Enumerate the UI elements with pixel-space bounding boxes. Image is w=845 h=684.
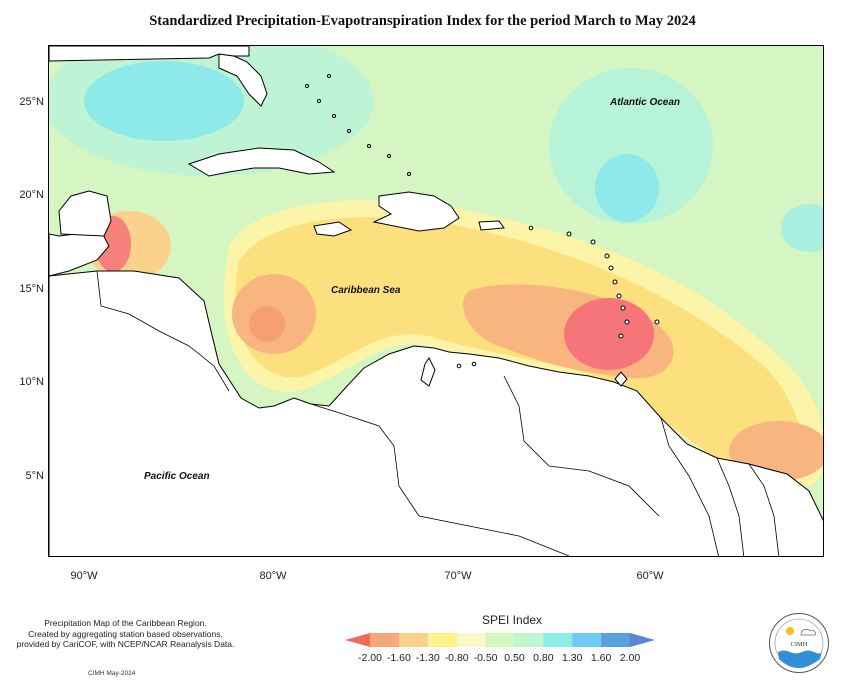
legend-tick-label: 0.80 bbox=[533, 652, 554, 664]
legend-tick-label: 2.00 bbox=[619, 652, 641, 664]
wet-zone-east bbox=[781, 204, 823, 252]
legend-tick-label: -0.50 bbox=[473, 652, 498, 664]
label-pacific-ocean: Pacific Ocean bbox=[144, 471, 210, 482]
dry-core-west-caribbean bbox=[249, 306, 285, 342]
sun-icon bbox=[786, 627, 794, 635]
lon-label-80w: 80°W bbox=[259, 570, 287, 582]
dry-core-lesser-antilles bbox=[564, 298, 654, 370]
lat-label-25n: 25°N bbox=[19, 96, 44, 108]
lon-label-90w: 90°W bbox=[70, 570, 98, 582]
land-cuba bbox=[187, 147, 336, 177]
wet-core-gulf bbox=[84, 61, 244, 141]
legend-swatch bbox=[514, 633, 544, 647]
land-yucatan bbox=[58, 190, 112, 237]
land-jamaica bbox=[313, 221, 353, 237]
credit-line-3: provided by CariCOF, with NCEP/NCAR Rean… bbox=[16, 639, 235, 649]
legend-swatch bbox=[485, 633, 515, 647]
legend-swatch bbox=[456, 633, 487, 647]
label-atlantic-ocean: Atlantic Ocean bbox=[610, 97, 681, 108]
lat-label-10n: 10°N bbox=[19, 376, 44, 388]
legend-swatch bbox=[572, 633, 602, 647]
small-islands bbox=[305, 74, 660, 369]
lat-label-5n: 5°N bbox=[25, 470, 44, 482]
land-florida bbox=[218, 53, 268, 107]
land-us-coast bbox=[49, 46, 250, 62]
legend-tick-label: 0.50 bbox=[504, 652, 525, 664]
legend-swatch bbox=[370, 633, 400, 647]
credit-line-1: Precipitation Map of the Caribbean Regio… bbox=[44, 618, 207, 628]
legend-colorbar bbox=[345, 633, 655, 647]
lon-label-70w: 70°W bbox=[444, 570, 472, 582]
legend-swatch bbox=[601, 633, 631, 647]
cimh-logo: CIMH bbox=[769, 613, 829, 673]
land-masses bbox=[49, 46, 823, 556]
waves-icon bbox=[778, 650, 822, 668]
land-mexico bbox=[49, 230, 110, 277]
map-title: Standardized Precipitation-Evapotranspir… bbox=[149, 13, 696, 29]
spei-map: Atlantic Ocean Caribbean Sea Pacific Oce… bbox=[48, 45, 824, 557]
land-paraguana bbox=[420, 357, 436, 387]
legend-tick-label: -1.60 bbox=[386, 652, 411, 664]
wet-zone-atlantic bbox=[549, 68, 713, 224]
legend-tick-label: 1.30 bbox=[562, 652, 583, 664]
legend-arrow-left bbox=[345, 633, 370, 647]
country-borders bbox=[96, 270, 780, 556]
lat-label-15n: 15°N bbox=[19, 283, 44, 295]
legend-swatch bbox=[398, 633, 429, 647]
map-credit: Precipitation Map of the Caribbean Regio… bbox=[8, 618, 243, 650]
land-central-south-america bbox=[49, 270, 823, 556]
credit-footnote: CIMH May-2024 bbox=[88, 670, 136, 677]
map-canvas bbox=[49, 46, 823, 556]
land-puerto-rico bbox=[478, 220, 505, 231]
legend-swatch bbox=[543, 633, 573, 647]
lon-label-60w: 60°W bbox=[636, 570, 664, 582]
legend-tick-label: -2.00 bbox=[358, 652, 382, 664]
legend-tick-label: -0.80 bbox=[444, 652, 469, 664]
label-caribbean-sea: Caribbean Sea bbox=[331, 285, 401, 296]
legend-tick-label: -1.30 bbox=[415, 652, 440, 664]
lat-label-20n: 20°N bbox=[19, 189, 44, 201]
legend-title: SPEI Index bbox=[482, 613, 543, 627]
legend-swatch bbox=[427, 633, 458, 647]
legend-tick-label: 1.60 bbox=[590, 652, 612, 664]
land-trinidad bbox=[614, 371, 628, 387]
legend-arrow-right bbox=[630, 633, 655, 647]
land-hispaniola bbox=[372, 191, 460, 232]
cloud-icon bbox=[800, 628, 816, 636]
credit-line-2: Created by aggregating station based obs… bbox=[28, 628, 223, 639]
wet-core-atlantic bbox=[595, 154, 659, 222]
logo-text: CIMH bbox=[791, 641, 808, 648]
